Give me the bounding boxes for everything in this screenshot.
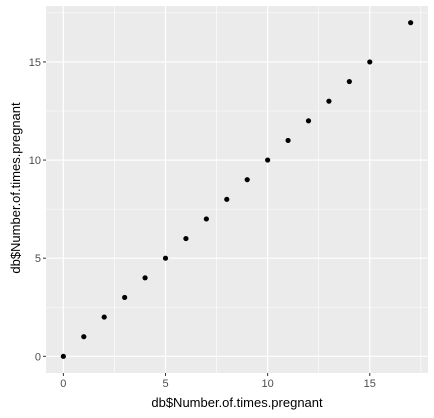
y-tick-label: 15 — [29, 57, 41, 69]
x-axis-ticks: 0 5 10 15 — [60, 373, 376, 390]
data-point — [265, 157, 270, 162]
x-axis-label: db$Number.of.times.pregnant — [151, 395, 323, 410]
data-point — [142, 275, 147, 280]
y-tick-label: 5 — [35, 253, 41, 265]
data-point — [245, 177, 250, 182]
data-point — [183, 236, 188, 241]
y-tick-label: 0 — [35, 351, 41, 363]
data-point — [61, 354, 66, 359]
data-point — [163, 256, 168, 261]
data-point — [224, 197, 229, 202]
x-tick-label: 5 — [162, 378, 168, 390]
x-tick-label: 15 — [364, 378, 376, 390]
y-axis-ticks: 0 5 10 15 — [29, 57, 46, 363]
data-point — [408, 20, 413, 25]
data-point — [306, 118, 311, 123]
x-tick-label: 0 — [60, 378, 66, 390]
data-point — [81, 334, 86, 339]
x-tick-label: 10 — [262, 378, 274, 390]
y-axis-label: db$Number.of.times.pregnant — [8, 102, 23, 274]
data-point — [347, 79, 352, 84]
data-point — [285, 138, 290, 143]
data-point — [122, 295, 127, 300]
data-point — [102, 314, 107, 319]
data-point — [204, 216, 209, 221]
y-tick-label: 10 — [29, 155, 41, 167]
data-point — [326, 99, 331, 104]
data-point — [367, 59, 372, 64]
